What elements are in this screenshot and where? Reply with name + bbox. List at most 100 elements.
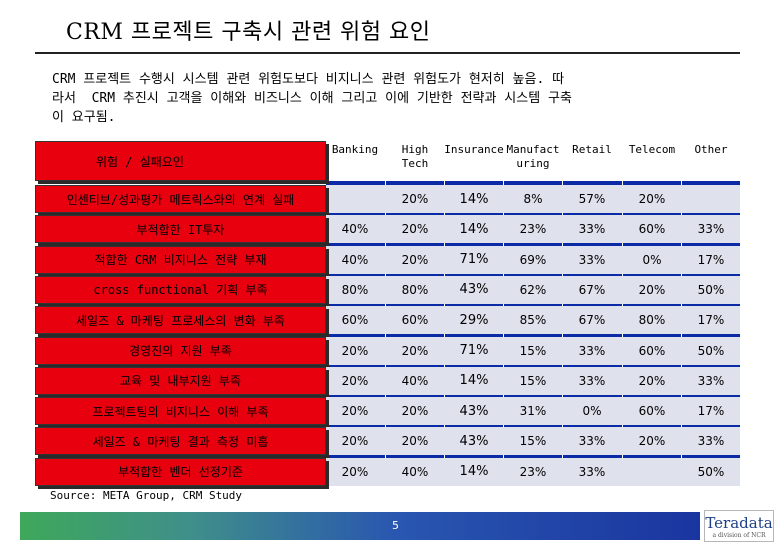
table-row: 세일즈 & 마케팅 프로세스의 변화 부족 60% 60% 29% 85% 67% 80% 1… bbox=[35, 306, 740, 335]
value-cell: 20% bbox=[341, 434, 369, 449]
table-row: 경영진의 지원 부족 20% 20% 71% 15% 33% 60% 50% bbox=[35, 336, 740, 365]
value-cell: 14% bbox=[459, 221, 489, 237]
value-cell: 20% bbox=[401, 404, 429, 419]
row-band bbox=[326, 215, 740, 244]
value-cell: 40% bbox=[401, 464, 429, 479]
column-header: Insurance bbox=[444, 143, 504, 156]
value-cell: 43% bbox=[459, 433, 489, 449]
row-band bbox=[326, 427, 740, 456]
logo-text: Teradata bbox=[705, 513, 773, 532]
footer-bar bbox=[20, 512, 700, 540]
value-cell: 17% bbox=[697, 252, 725, 267]
value-cell bbox=[326, 185, 384, 213]
table-row: 적합한 CRM 비지니스 전략 부재 40% 20% 71% 69% 33% 0% 17% bbox=[35, 245, 740, 274]
row-label: 세일즈 & 마케팅 프로세스의 변화 부족 bbox=[35, 306, 326, 335]
value-cell: 0% bbox=[582, 404, 602, 419]
value-cell: 17% bbox=[697, 313, 725, 328]
value-cell: 20% bbox=[341, 373, 369, 388]
value-cell: 14% bbox=[459, 464, 489, 480]
value-cell: 71% bbox=[459, 343, 489, 358]
column-header: Retail bbox=[572, 143, 612, 156]
value-cell: 14% bbox=[459, 373, 489, 389]
column-header: Banking bbox=[331, 143, 379, 156]
value-cell bbox=[682, 185, 740, 213]
table-row: 인센티브/성과평가 메트릭스와의 연계 실패 20% 14% 8% 57% 20% bbox=[35, 185, 740, 213]
value-cell: 40% bbox=[341, 252, 369, 267]
table-row: 부적합한 IT투자 40% 20% 14% 23% 33% 60% 33% bbox=[35, 215, 740, 244]
value-cell: 33% bbox=[697, 434, 725, 449]
logo-subtext: a division of NCR bbox=[712, 531, 766, 539]
value-cell: 8% bbox=[523, 192, 543, 206]
table-row: 부적합한 벤더 선정기준 20% 40% 14% 23% 33% 50% bbox=[35, 457, 740, 486]
row-label: 부적합한 IT투자 bbox=[35, 215, 326, 244]
value-cell: 20% bbox=[638, 373, 666, 388]
column-header: Other bbox=[694, 143, 728, 156]
row-band bbox=[326, 457, 740, 486]
teradata-logo: Teradata a division of NCR bbox=[704, 510, 774, 542]
value-cell: 20% bbox=[401, 192, 429, 206]
value-cell: 15% bbox=[519, 343, 547, 358]
value-cell: 85% bbox=[519, 313, 547, 328]
table-row: 교육 및 내부지원 부족 20% 40% 14% 15% 33% 20% 33% bbox=[35, 366, 740, 395]
row-band bbox=[326, 306, 740, 335]
value-cell: 43% bbox=[459, 282, 489, 298]
value-cell: 20% bbox=[401, 343, 429, 358]
column-header-strip bbox=[326, 137, 740, 182]
table-row: 프로젝트팀의 비지니스 이해 부족 20% 20% 43% 31% 0% 60% 17% bbox=[35, 397, 740, 426]
value-cell: 80% bbox=[341, 282, 369, 297]
row-band bbox=[326, 275, 740, 304]
row-label: 교육 및 내부지원 부족 bbox=[35, 366, 326, 395]
value-cell: 50% bbox=[697, 464, 725, 479]
risk-table: 위험 / 실패요인 Banking High Tech Insurance Manuf… bbox=[35, 137, 740, 486]
value-cell: 43% bbox=[459, 403, 489, 419]
row-label: 경영진의 지원 부족 bbox=[35, 336, 326, 365]
value-cell: 80% bbox=[638, 313, 666, 328]
value-cell: 33% bbox=[578, 343, 606, 358]
value-cell: 20% bbox=[341, 343, 369, 358]
column-header: Telecom bbox=[628, 143, 676, 156]
value-cell: 20% bbox=[341, 404, 369, 419]
value-cell: 20% bbox=[401, 434, 429, 449]
value-cell: 23% bbox=[519, 464, 547, 479]
row-band bbox=[326, 185, 740, 213]
value-cell: 80% bbox=[401, 282, 429, 297]
value-cell: 29% bbox=[459, 312, 489, 328]
table-row: 세일즈 & 마케팅 결과 측정 미흡 20% 20% 43% 15% 33% 20% 33% bbox=[35, 427, 740, 456]
value-cell: 60% bbox=[401, 313, 429, 328]
row-label: 적합한 CRM 비지니스 전략 부재 bbox=[35, 245, 326, 274]
value-cell: 50% bbox=[697, 282, 725, 297]
row-label: 프로젝트팀의 비지니스 이해 부족 bbox=[35, 397, 326, 426]
row-band bbox=[326, 336, 740, 365]
row-label: 인센티브/성과평가 메트릭스와의 연계 실패 bbox=[35, 185, 326, 213]
value-cell: 20% bbox=[638, 192, 666, 206]
row-band bbox=[326, 245, 740, 274]
value-cell: 20% bbox=[401, 252, 429, 267]
value-cell: 67% bbox=[578, 313, 606, 328]
intro-text: CRM 프로젝트 수행시 시스템 관련 위험도보다 비지니스 관련 위험도가 현… bbox=[52, 72, 572, 125]
value-cell: 23% bbox=[519, 222, 547, 237]
source-note: Source: META Group, CRM Study bbox=[50, 489, 243, 502]
page-number: 5 bbox=[392, 519, 399, 532]
value-cell: 14% bbox=[459, 191, 489, 207]
value-cell: 20% bbox=[638, 434, 666, 449]
value-cell: 60% bbox=[638, 343, 666, 358]
value-cell: 15% bbox=[519, 373, 547, 388]
row-band bbox=[326, 366, 740, 395]
value-cell: 62% bbox=[519, 282, 547, 297]
value-cell: 33% bbox=[578, 464, 606, 479]
row-label: 세일즈 & 마케팅 결과 측정 미흡 bbox=[35, 427, 326, 456]
value-cell: 20% bbox=[638, 282, 666, 297]
value-cell: 20% bbox=[401, 222, 429, 237]
value-cell: 60% bbox=[638, 404, 666, 419]
value-cell: 71% bbox=[459, 252, 489, 268]
value-cell: 15% bbox=[519, 434, 547, 449]
value-cell: 50% bbox=[697, 343, 725, 358]
row-band bbox=[326, 397, 740, 426]
value-cell: 60% bbox=[341, 313, 369, 328]
header-label: 위험 / 실패요인 bbox=[35, 141, 326, 181]
value-cell: 33% bbox=[697, 222, 725, 237]
page-title: CRM 프로젝트 구축시 관련 위험 요인 bbox=[66, 20, 431, 45]
value-cell: 33% bbox=[578, 252, 606, 267]
value-cell: 67% bbox=[578, 282, 606, 297]
row-label: cross functional 기획 부족 bbox=[35, 275, 326, 304]
